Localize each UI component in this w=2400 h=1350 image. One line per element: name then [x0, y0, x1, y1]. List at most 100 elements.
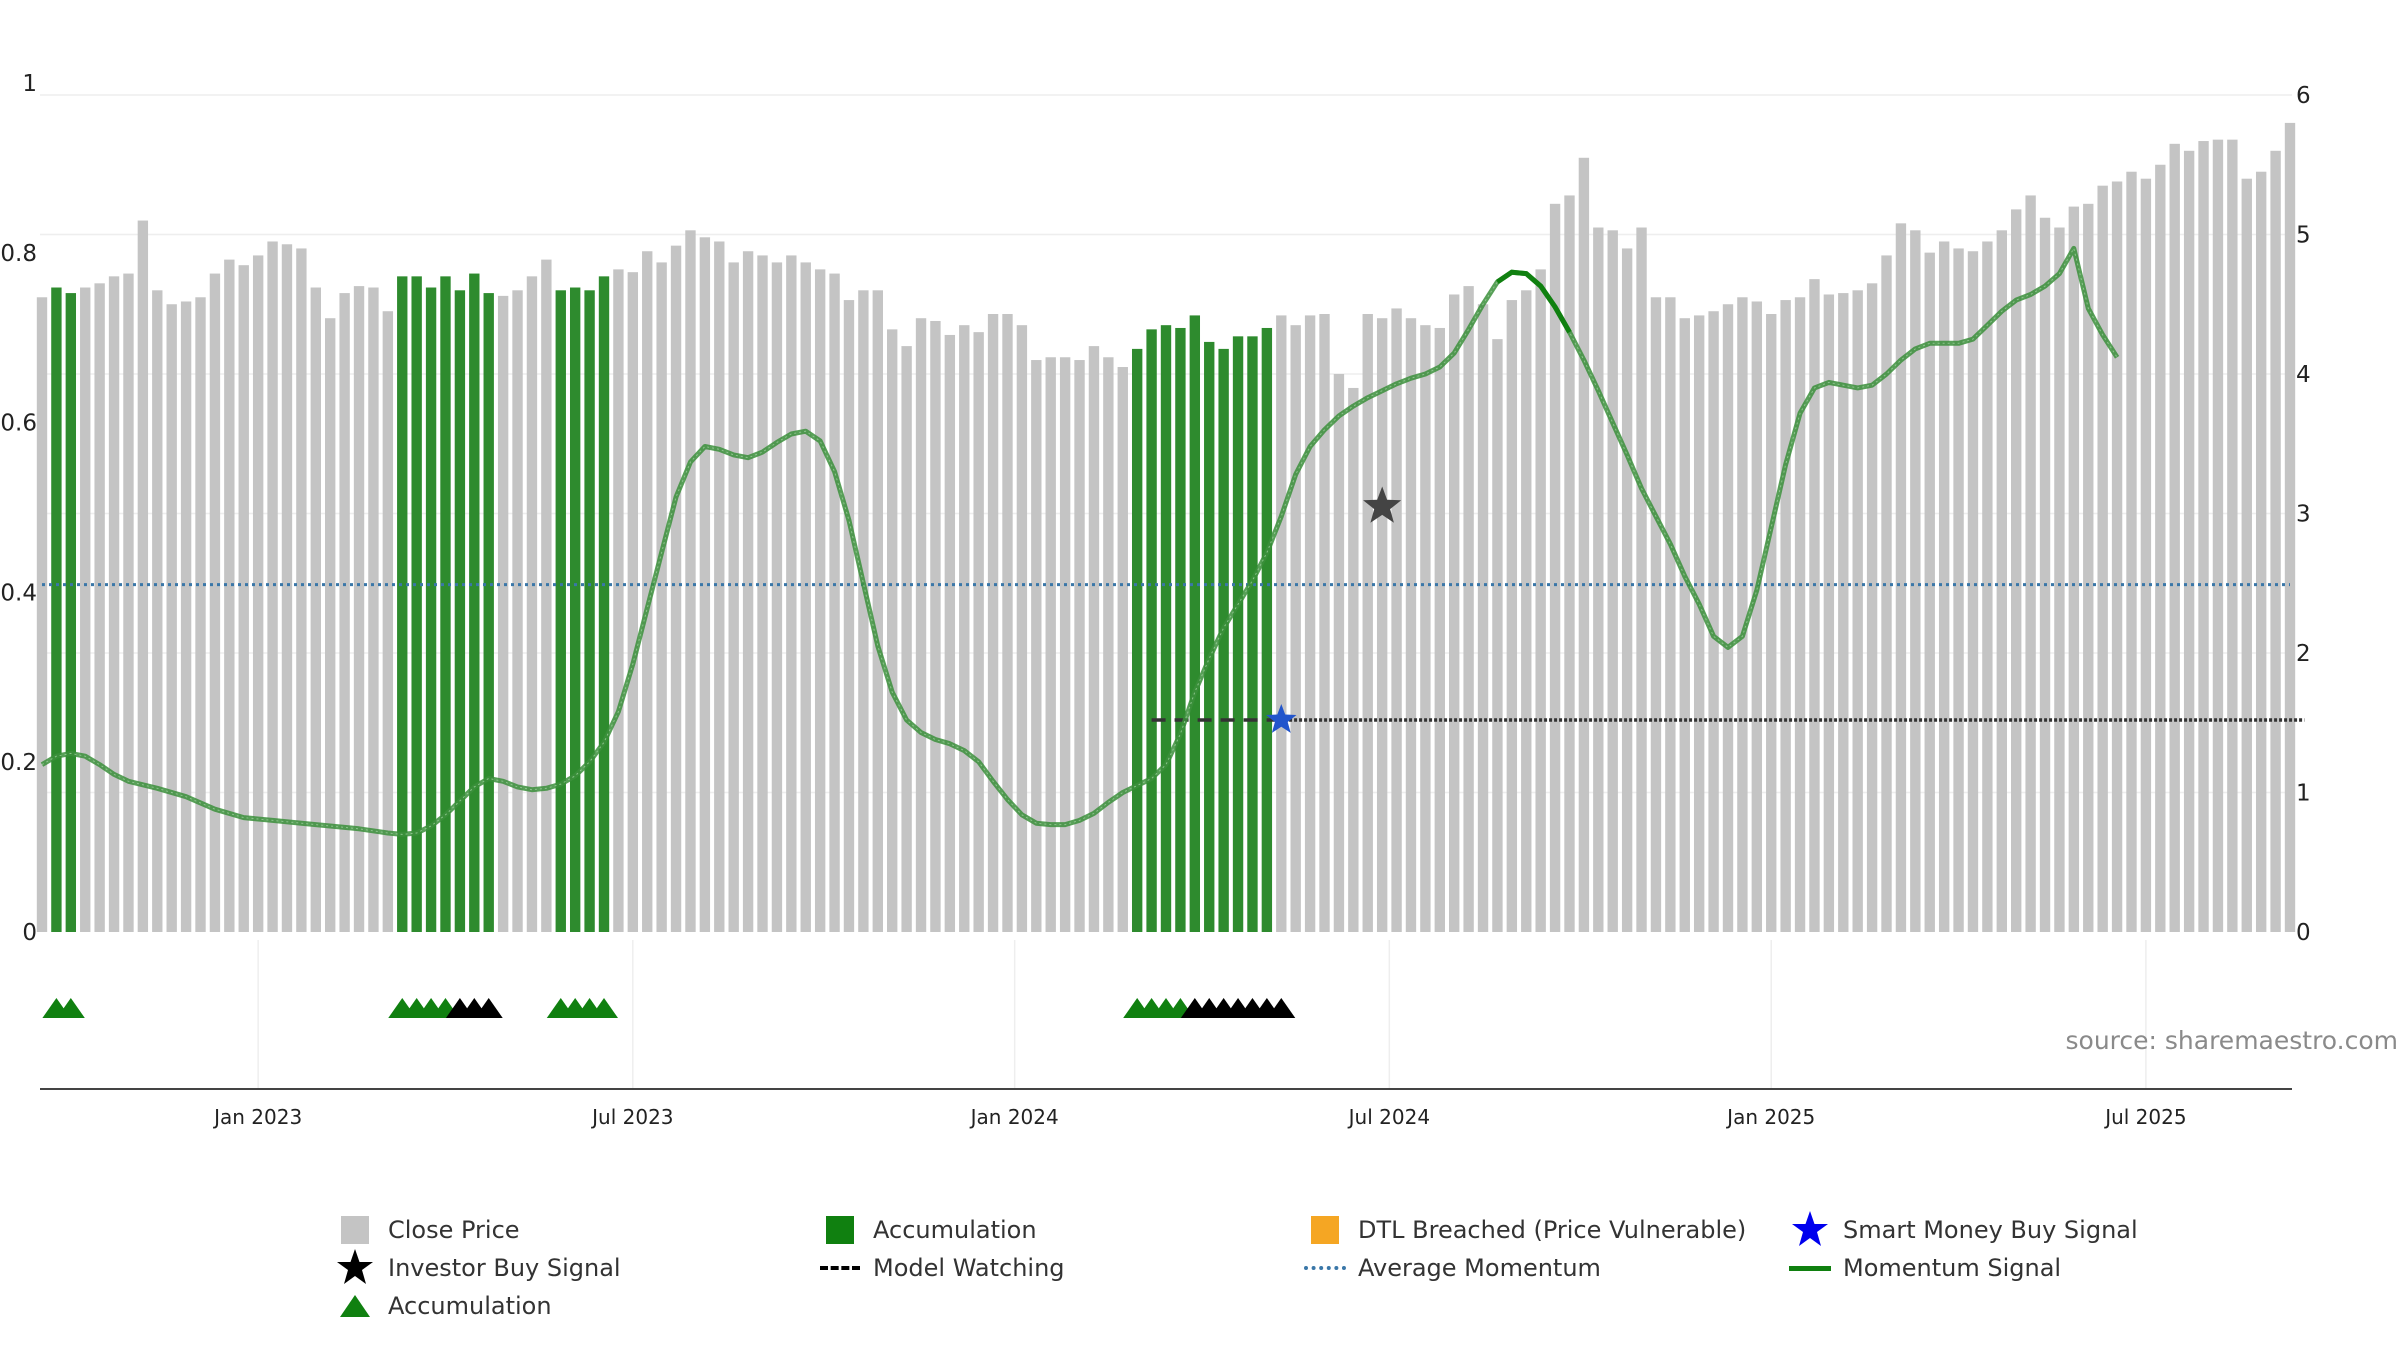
- close-price-bar: [325, 318, 336, 932]
- accumulation-bar: [1218, 348, 1229, 932]
- legend-model-watching: Model Watching: [815, 1250, 1065, 1286]
- close-price-bar: [1564, 195, 1575, 932]
- solid-line-swatch: [1789, 1265, 1831, 1271]
- left-tick-label: 0.6: [0, 411, 37, 437]
- close-price-bar: [2198, 141, 2209, 932]
- blue-star-icon: [1792, 1211, 1828, 1246]
- close-price-bar: [2083, 203, 2094, 932]
- dashed-line-swatch: [820, 1266, 860, 1270]
- accumulation-bar: [1261, 327, 1273, 933]
- close-price-bar: [872, 290, 883, 932]
- close-price-bar: [1679, 318, 1690, 932]
- close-price-bar: [195, 297, 206, 932]
- close-price-bar: [1059, 357, 1071, 932]
- close-price-bar: [1607, 230, 1618, 932]
- left-tick-label: 0: [22, 920, 37, 946]
- accumulation-bar: [483, 293, 494, 933]
- close-price-bar: [901, 346, 912, 933]
- close-price-bar: [1002, 314, 1013, 932]
- accumulation-bar: [598, 276, 610, 933]
- close-price-bar: [1477, 304, 1489, 932]
- close-price-bar: [1794, 297, 1806, 932]
- right-tick-label: 6: [2296, 83, 2311, 109]
- close-price-bar: [1693, 315, 1705, 932]
- close-price-bar: [368, 287, 379, 932]
- accumulation-bar: [425, 287, 437, 932]
- accumulation-bar: [1131, 348, 1143, 932]
- close-price-bar: [959, 325, 970, 932]
- close-price-bar: [800, 262, 811, 932]
- close-price-bar: [973, 332, 984, 932]
- left-tick-label: 0.4: [0, 580, 37, 606]
- right-tick-label: 0: [2296, 920, 2311, 946]
- close-price-bar: [1506, 300, 1518, 932]
- close-price-bar: [1924, 252, 1935, 932]
- accumulation-bar: [1160, 325, 1172, 932]
- x-tick-label: Jul 2024: [1347, 1105, 1430, 1129]
- legend: Close Price Accumulation DTL Breached (P…: [330, 1211, 2230, 1332]
- close-price-bar: [1319, 314, 1330, 932]
- close-price-bar: [2025, 195, 2036, 932]
- close-price-bar: [1881, 255, 1892, 933]
- legend-momentum-signal: Momentum Signal: [1785, 1250, 2061, 1286]
- right-tick-label: 3: [2296, 502, 2311, 528]
- close-price-bar: [1103, 357, 1114, 932]
- legend-label: Accumulation: [873, 1216, 1037, 1244]
- close-price-bar: [1780, 300, 1791, 932]
- close-price-bar: [1838, 293, 1849, 933]
- legend-average-momentum: Average Momentum: [1300, 1250, 1601, 1286]
- legend-label: DTL Breached (Price Vulnerable): [1358, 1216, 1747, 1244]
- close-price-bar: [915, 318, 927, 932]
- left-tick-label: 1: [22, 71, 37, 97]
- legend-label: Investor Buy Signal: [388, 1254, 621, 1282]
- investor-buy-star: [1363, 486, 1402, 523]
- x-tick-label: Jan 2023: [212, 1105, 302, 1129]
- close-price-bar: [382, 311, 394, 933]
- close-price-bar: [137, 220, 149, 933]
- close-price-bar: [1463, 286, 1474, 932]
- close-price-bar: [2212, 139, 2224, 932]
- close-price-bar: [1650, 297, 1662, 932]
- close-price-bar: [1593, 227, 1604, 932]
- source-label: source: sharemaestro.com: [2066, 1026, 2399, 1055]
- close-price-bar: [670, 245, 682, 932]
- close-price-bar: [80, 287, 91, 932]
- close-price-bar: [685, 230, 696, 932]
- close-price-bar: [108, 276, 120, 933]
- close-price-bar: [1405, 318, 1417, 932]
- close-price-bar: [1895, 223, 1907, 933]
- close-price-bar: [497, 295, 509, 932]
- close-price-bar: [1953, 248, 1964, 932]
- close-price-bar: [2284, 122, 2296, 932]
- close-price-bar: [353, 286, 365, 932]
- close-price-bar: [1809, 279, 1820, 932]
- accumulation-bar: [397, 276, 408, 933]
- close-price-bar: [742, 251, 754, 933]
- close-price-bar: [339, 293, 350, 933]
- close-price-bar: [1766, 314, 1777, 932]
- close-price-bar: [209, 273, 221, 932]
- close-price-bar: [1737, 297, 1748, 932]
- close-price-bar: [1665, 297, 1676, 932]
- legend-investor-buy: Investor Buy Signal: [330, 1249, 621, 1286]
- close-price-bar: [94, 283, 105, 932]
- left-tick-label: 0.8: [0, 241, 37, 267]
- legend-label: Smart Money Buy Signal: [1843, 1216, 2138, 1244]
- close-price-bar: [1578, 157, 1590, 932]
- close-price-bar: [1521, 290, 1532, 932]
- dtl-breached-swatch: [1311, 1216, 1339, 1244]
- close-price-bar: [1304, 315, 1316, 932]
- left-tick-label: 0.2: [0, 750, 37, 776]
- accumulation-bar: [569, 287, 581, 932]
- close-price-bar: [1636, 227, 1647, 932]
- close-price-bar: [1276, 315, 1287, 932]
- close-price-bar: [944, 334, 956, 932]
- close-price-bar: [310, 287, 321, 932]
- close-price-bar: [252, 255, 264, 933]
- accumulation-triangle: [590, 998, 618, 1018]
- close-price-bar: [814, 269, 826, 932]
- momentum-signal: [40, 245, 2120, 837]
- close-price-bar: [36, 297, 48, 932]
- x-tick-label: Jan 2024: [969, 1105, 1059, 1129]
- close-price-bar: [714, 241, 725, 933]
